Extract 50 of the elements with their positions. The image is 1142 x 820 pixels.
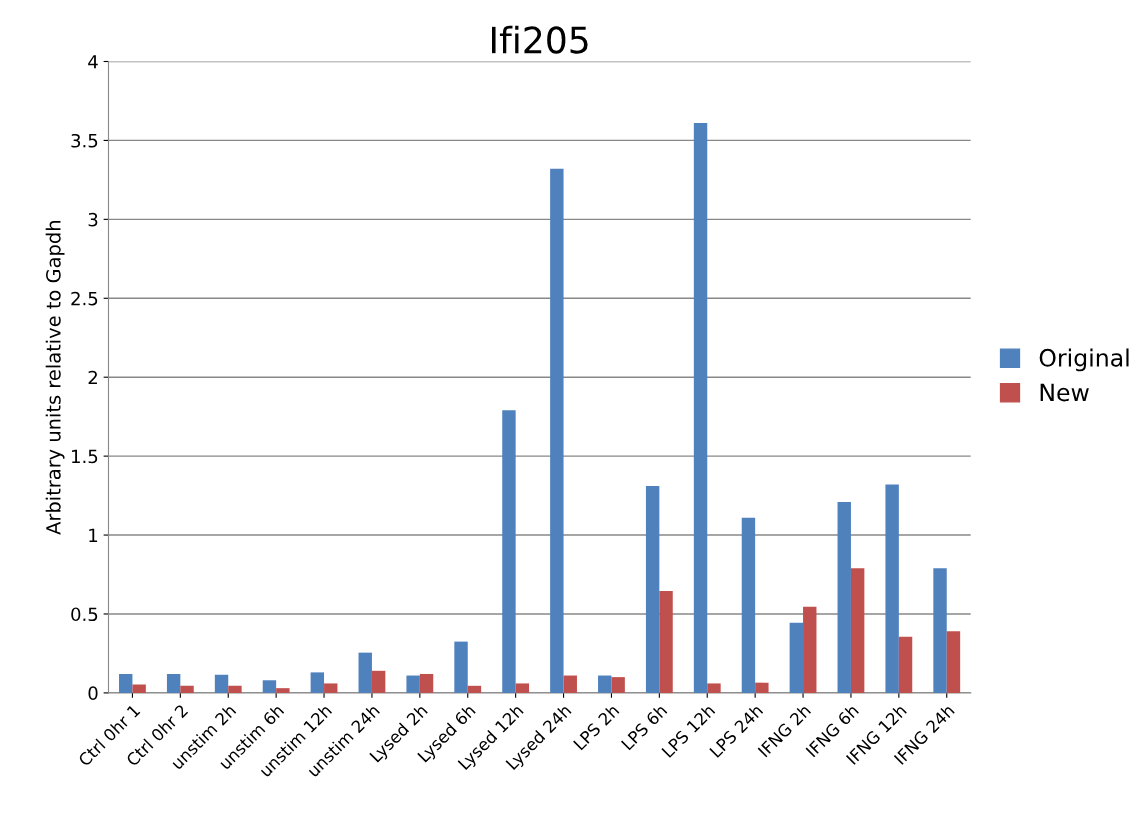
y-tick-label: 2.5 xyxy=(71,291,98,306)
bar xyxy=(755,682,769,693)
bar xyxy=(454,641,468,693)
y-axis-title: Arbitrary units relative to Gapdh xyxy=(45,221,65,535)
chart-title: Ifi205 xyxy=(491,25,588,54)
bar xyxy=(371,670,386,693)
legend-label: New xyxy=(1040,383,1089,402)
bar xyxy=(419,673,434,693)
bar xyxy=(563,675,577,693)
y-tick-label: 0.5 xyxy=(71,607,98,622)
y-tick-label: 1.5 xyxy=(72,449,98,464)
bar xyxy=(946,631,961,693)
bar xyxy=(262,680,277,693)
bar xyxy=(406,675,420,693)
bar xyxy=(358,652,372,693)
bar xyxy=(550,168,564,693)
bar xyxy=(214,674,229,693)
bar xyxy=(611,677,625,693)
bar xyxy=(515,683,530,693)
bar xyxy=(324,683,338,693)
legend-label: Original xyxy=(1039,348,1129,372)
bar xyxy=(598,675,612,693)
bar xyxy=(659,591,673,693)
bar xyxy=(276,688,290,693)
bar xyxy=(850,568,865,693)
y-tick-label: 3 xyxy=(88,212,98,227)
bar xyxy=(467,685,482,693)
bar xyxy=(693,123,708,693)
bar xyxy=(502,410,516,693)
bar xyxy=(837,501,851,693)
y-tick-label: 3.5 xyxy=(71,133,98,148)
bar xyxy=(933,568,947,693)
y-tick-label: 2 xyxy=(88,370,97,385)
y-tick-label: 0 xyxy=(88,686,98,701)
bar xyxy=(898,636,913,693)
bar xyxy=(119,673,133,693)
bar xyxy=(166,673,181,693)
x-tick-label: LPS 2h xyxy=(572,703,620,751)
bar xyxy=(228,685,242,693)
bar xyxy=(180,685,194,693)
bar xyxy=(741,517,756,693)
bar xyxy=(645,486,660,693)
bar xyxy=(310,672,325,693)
bar xyxy=(885,484,899,693)
y-tick-label: 1 xyxy=(89,528,98,542)
bar xyxy=(132,684,146,693)
bar xyxy=(803,606,817,693)
bar xyxy=(789,622,804,693)
bar xyxy=(707,683,721,693)
y-tick-label: 4 xyxy=(88,55,98,69)
